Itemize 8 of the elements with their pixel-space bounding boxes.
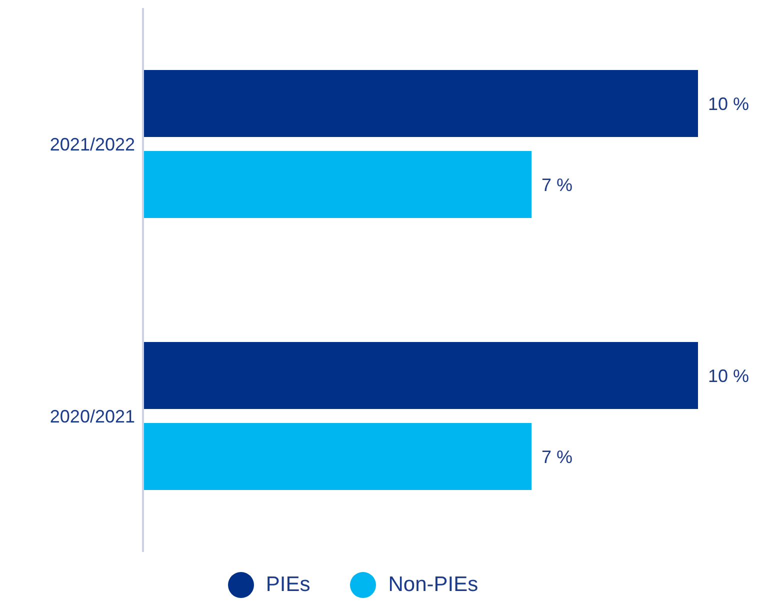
data-label: 10 % (708, 366, 750, 386)
legend-label: Non-PIEs (388, 573, 478, 597)
y-tick-label: 2020/2021 (50, 406, 135, 426)
y-tick-label: 2021/2022 (50, 134, 135, 154)
data-label: 7 % (542, 446, 573, 467)
legend-label: PIEs (266, 573, 310, 597)
data-label: 10 % (708, 94, 750, 114)
data-label: 7 % (542, 174, 573, 195)
